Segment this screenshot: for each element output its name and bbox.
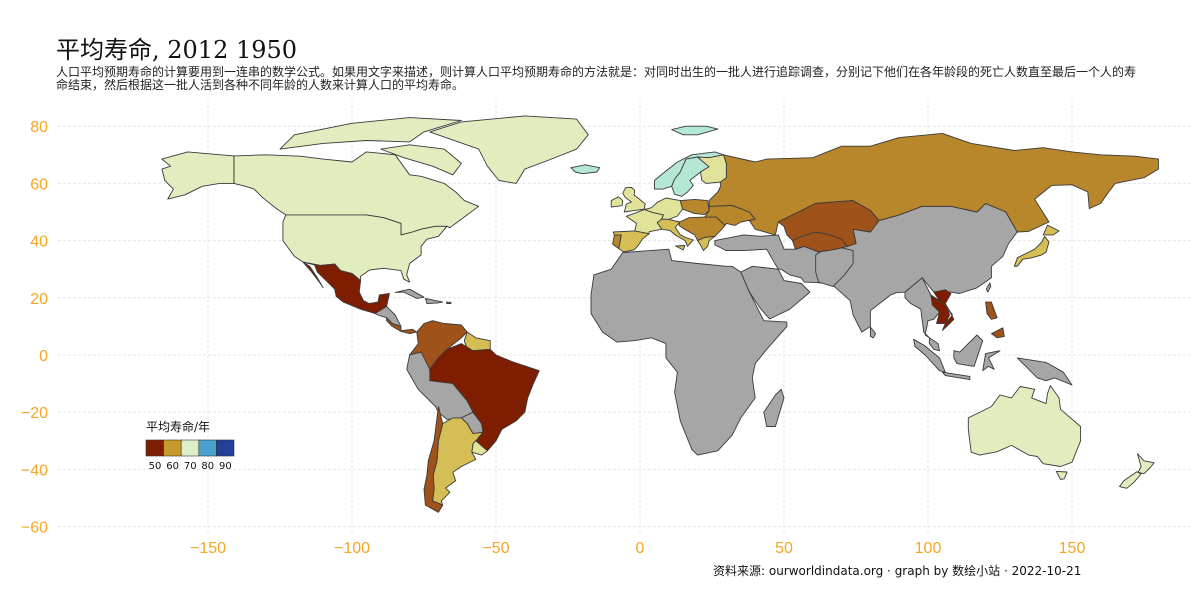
x-tick-label: 150 bbox=[1059, 540, 1086, 557]
region-sri-lanka bbox=[869, 326, 877, 339]
region-iceland bbox=[570, 164, 601, 175]
region-malaysia bbox=[928, 337, 940, 352]
region-italy bbox=[656, 218, 694, 247]
region-tasmania bbox=[1055, 470, 1068, 480]
region-puerto-rico bbox=[446, 301, 452, 304]
legend-label: 60 bbox=[166, 461, 179, 472]
source-note: 资料来源: ourworldindata.org · graph by 数绘小站… bbox=[713, 564, 1082, 578]
y-tick-label: 40 bbox=[30, 234, 48, 251]
x-tick-label: 100 bbox=[915, 540, 942, 557]
y-tick-label: 60 bbox=[30, 176, 48, 193]
region-brazil bbox=[429, 343, 540, 452]
chart-subtitle: 人口平均预期寿命的计算要用到一连串的数学公式。如果用文字来描述，则计算人口平均预… bbox=[56, 65, 1137, 92]
x-tick-label: −100 bbox=[334, 540, 370, 557]
region-mexico bbox=[302, 261, 390, 314]
region-java bbox=[941, 371, 971, 381]
region-sumatra bbox=[913, 338, 946, 373]
region-new-zealand bbox=[1136, 453, 1155, 475]
region-new-guinea bbox=[1016, 357, 1073, 386]
y-tick-label: 80 bbox=[30, 119, 48, 136]
x-tick-label: −50 bbox=[482, 540, 509, 557]
countries bbox=[161, 115, 1159, 513]
legend-swatch bbox=[198, 439, 217, 457]
region-ireland bbox=[610, 196, 624, 208]
x-tick-label: 50 bbox=[775, 540, 793, 557]
region-arabia bbox=[740, 265, 811, 320]
region-greenland bbox=[429, 115, 589, 184]
legend-label: 70 bbox=[184, 461, 197, 472]
region-colombia-venezuela bbox=[409, 320, 468, 370]
region-philippines bbox=[985, 301, 998, 320]
region-borneo bbox=[953, 334, 984, 367]
region-greece bbox=[697, 235, 716, 252]
region-hispaniola bbox=[424, 297, 444, 304]
legend-swatch bbox=[180, 439, 200, 457]
region-taiwan bbox=[985, 282, 992, 293]
x-tick-label: 0 bbox=[636, 540, 645, 557]
region-mindanao bbox=[990, 327, 1005, 339]
y-axis: 80 60 40 20 0 −20 −40 −60 bbox=[21, 119, 48, 536]
y-tick-label: −60 bbox=[21, 520, 48, 537]
legend-swatch bbox=[163, 439, 182, 457]
legend-label: 90 bbox=[219, 461, 232, 472]
region-madagascar bbox=[763, 388, 785, 427]
region-sulawesi bbox=[982, 350, 1001, 372]
region-hokkaido bbox=[1042, 224, 1060, 236]
region-arctic-islands bbox=[279, 117, 462, 150]
legend-label: 50 bbox=[149, 461, 162, 472]
region-australia bbox=[967, 385, 1082, 467]
y-tick-label: 20 bbox=[30, 291, 48, 308]
legend-label: 80 bbox=[201, 461, 214, 472]
region-uk bbox=[622, 186, 646, 213]
region-sicily bbox=[675, 245, 686, 251]
region-cuba bbox=[394, 288, 425, 299]
region-ukraine bbox=[704, 204, 756, 226]
region-baja bbox=[302, 261, 324, 289]
y-tick-label: 0 bbox=[39, 348, 48, 365]
legend-swatch bbox=[216, 439, 235, 457]
region-chile bbox=[423, 406, 444, 513]
y-tick-label: −40 bbox=[21, 462, 48, 479]
region-africa bbox=[590, 248, 788, 456]
legend-swatch bbox=[145, 439, 164, 457]
region-turkmenistan-uzbekistan bbox=[792, 231, 848, 253]
region-new-zealand-south bbox=[1119, 471, 1142, 489]
region-svalbard bbox=[671, 125, 719, 136]
x-tick-label: −150 bbox=[190, 540, 226, 557]
region-japan bbox=[1013, 235, 1050, 267]
legend: 平均寿命/年 50 60 70 80 90 bbox=[145, 419, 235, 472]
chart-title: 平均寿命, 2012 1950 bbox=[56, 36, 298, 64]
region-alaska bbox=[161, 151, 235, 200]
legend-title: 平均寿命/年 bbox=[146, 419, 210, 434]
region-russia bbox=[708, 132, 1159, 236]
region-canada bbox=[233, 151, 480, 236]
region-laos-cambodia bbox=[930, 294, 951, 324]
y-tick-label: −20 bbox=[21, 405, 48, 422]
x-axis: −150 −100 −50 0 50 100 150 bbox=[190, 540, 1085, 557]
region-poland bbox=[679, 198, 710, 216]
region-baffin bbox=[380, 144, 462, 176]
